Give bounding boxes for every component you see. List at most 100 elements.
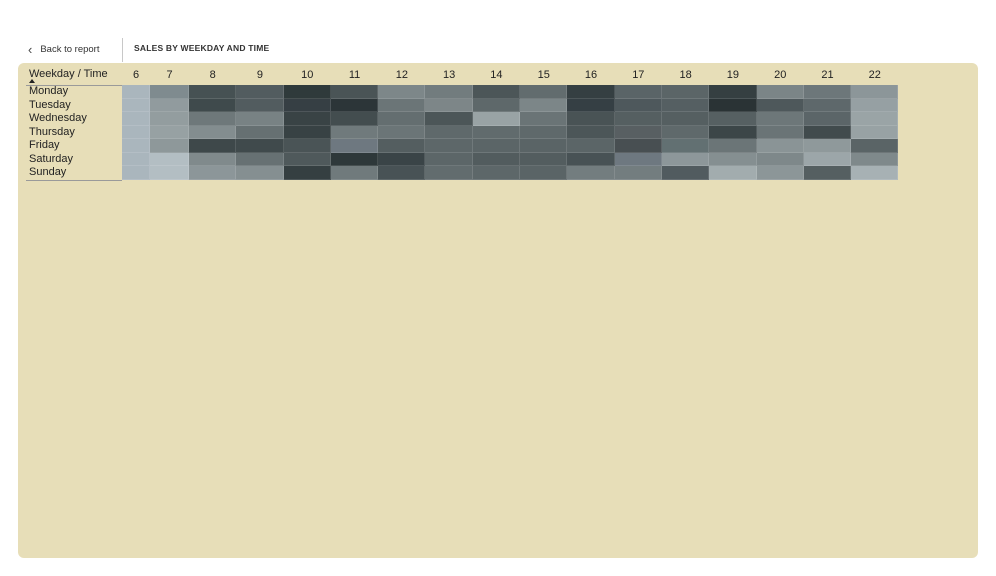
heatmap-cell[interactable] [189,152,237,166]
heatmap-cell[interactable] [567,166,615,180]
heatmap-cell[interactable] [378,152,426,166]
heatmap-cell[interactable] [378,139,426,153]
heatmap-cell[interactable] [756,139,804,153]
heatmap-cell[interactable] [425,152,473,166]
row-header[interactable]: Thursday [29,125,75,138]
heatmap-cell[interactable] [756,85,804,99]
heatmap-cell[interactable] [520,166,568,180]
heatmap-cell[interactable] [661,125,710,139]
heatmap-cell[interactable] [851,112,899,126]
heatmap-cell[interactable] [236,112,284,126]
heatmap-cell[interactable] [189,125,237,139]
column-header[interactable]: 15 [537,69,550,81]
heatmap-cell[interactable] [122,166,150,180]
heatmap-cell[interactable] [122,125,150,139]
heatmap-cell[interactable] [189,166,237,180]
heatmap-cell[interactable] [122,112,150,126]
row-header[interactable]: Sunday [29,166,67,178]
heatmap-cell[interactable] [803,139,852,153]
heatmap-cell[interactable] [378,125,426,139]
column-header[interactable]: 9 [256,69,263,81]
heatmap-cell[interactable] [472,152,521,166]
heatmap-cell[interactable] [851,85,899,99]
heatmap-cell[interactable] [709,85,757,99]
heatmap-cell[interactable] [425,166,473,180]
heatmap-cell[interactable] [330,139,379,153]
heatmap-cell[interactable] [330,125,379,139]
row-header[interactable]: Saturday [29,152,74,165]
heatmap-cell[interactable] [614,166,662,180]
heatmap-cell[interactable] [614,112,662,126]
heatmap-cell[interactable] [803,125,852,139]
heatmap-cell[interactable] [425,125,473,139]
column-header[interactable]: 10 [301,69,314,81]
heatmap-cell[interactable] [614,98,662,112]
heatmap-cell[interactable] [236,139,284,153]
heatmap-cell[interactable] [520,85,568,99]
column-header[interactable]: 19 [726,69,740,81]
heatmap-cell[interactable] [709,125,757,139]
heatmap-cell[interactable] [330,112,379,126]
heatmap-cell[interactable] [472,98,521,112]
heatmap-cell[interactable] [150,112,189,126]
heatmap-cell[interactable] [756,112,804,126]
heatmap-cell[interactable] [425,112,473,126]
heatmap-cell[interactable] [472,125,521,139]
heatmap-cell[interactable] [236,85,284,99]
heatmap-cell[interactable] [283,98,331,112]
heatmap-cell[interactable] [520,125,568,139]
heatmap-cell[interactable] [425,139,473,153]
column-header[interactable]: 12 [395,69,408,81]
heatmap-cell[interactable] [709,139,757,153]
heatmap-cell[interactable] [330,85,379,99]
heatmap-cell[interactable] [661,166,710,180]
heatmap-cell[interactable] [520,98,568,112]
heatmap-cell[interactable] [150,139,189,153]
heatmap-cell[interactable] [567,85,615,99]
heatmap-cell[interactable] [283,85,331,99]
column-header[interactable]: 8 [209,69,216,81]
heatmap-cell[interactable] [803,85,852,99]
heatmap-cell[interactable] [283,152,331,166]
heatmap-cell[interactable] [567,152,615,166]
heatmap-cell[interactable] [709,152,757,166]
corner-header[interactable]: Weekday / Time [26,65,122,86]
column-header[interactable]: 14 [490,69,503,81]
heatmap-cell[interactable] [567,125,615,139]
column-header[interactable]: 17 [632,69,645,81]
column-header[interactable]: 11 [348,69,361,81]
heatmap-cell[interactable] [283,125,331,139]
column-header[interactable]: 7 [166,69,173,81]
heatmap-cell[interactable] [803,112,852,126]
heatmap-cell[interactable] [803,98,852,112]
heatmap-cell[interactable] [425,85,473,99]
heatmap-cell[interactable] [567,112,615,126]
heatmap-cell[interactable] [150,152,189,166]
heatmap-cell[interactable] [756,166,804,180]
heatmap-cell[interactable] [851,98,899,112]
back-to-report-button[interactable]: ‹ Back to report [28,40,99,58]
heatmap-cell[interactable] [520,152,568,166]
heatmap-cell[interactable] [472,166,521,180]
heatmap-cell[interactable] [756,152,804,166]
heatmap-cell[interactable] [472,85,521,99]
heatmap-cell[interactable] [851,152,899,166]
heatmap-cell[interactable] [803,166,852,180]
heatmap-cell[interactable] [803,152,852,166]
heatmap-cell[interactable] [283,166,331,180]
heatmap-cell[interactable] [189,98,237,112]
heatmap-cell[interactable] [330,152,379,166]
column-header[interactable]: 20 [774,69,787,81]
column-header[interactable]: 22 [868,69,881,81]
heatmap-cell[interactable] [567,98,615,112]
heatmap-cell[interactable] [150,98,189,112]
heatmap-cell[interactable] [614,139,662,153]
heatmap-cell[interactable] [236,166,284,180]
heatmap-cell[interactable] [122,85,150,99]
row-header[interactable]: Monday [29,85,69,97]
heatmap-cell[interactable] [709,166,757,180]
heatmap-cell[interactable] [236,152,284,166]
heatmap-cell[interactable] [614,125,662,139]
heatmap-cell[interactable] [122,152,150,166]
heatmap-cell[interactable] [425,98,473,112]
